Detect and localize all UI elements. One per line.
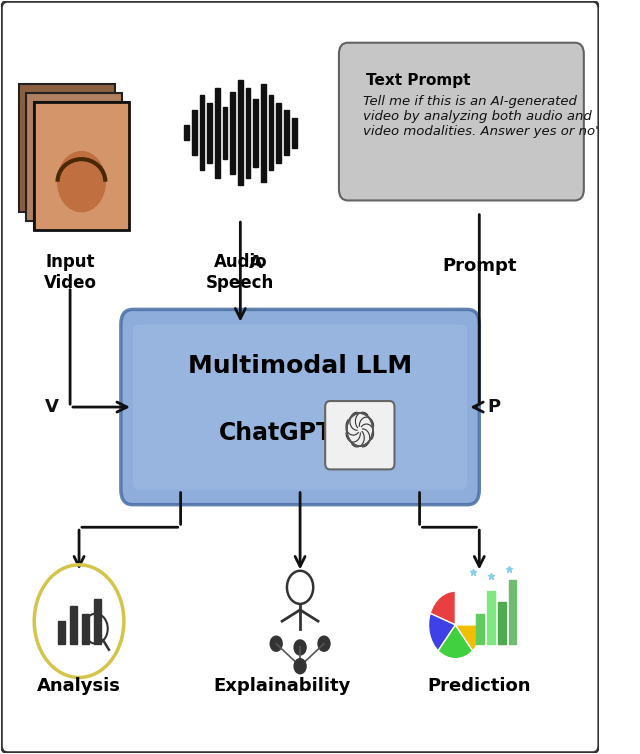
Wedge shape — [429, 613, 456, 651]
Bar — [487, 591, 495, 644]
FancyBboxPatch shape — [26, 93, 122, 221]
Text: P: P — [488, 398, 500, 416]
Bar — [70, 606, 77, 644]
Wedge shape — [438, 625, 473, 659]
Bar — [284, 110, 289, 155]
Bar — [253, 99, 258, 167]
Bar — [238, 80, 243, 185]
Text: Audio
Speech: Audio Speech — [206, 253, 275, 292]
FancyBboxPatch shape — [19, 84, 115, 212]
Text: Prompt: Prompt — [442, 257, 516, 274]
Text: Tell me if this is an AI-generated
video by analyzing both audio and
video modal: Tell me if this is an AI-generated video… — [363, 95, 598, 138]
Bar — [509, 580, 516, 644]
Bar — [200, 95, 204, 170]
Text: Analysis: Analysis — [37, 678, 121, 695]
Bar — [246, 87, 250, 178]
Circle shape — [270, 636, 282, 651]
Bar — [82, 614, 89, 644]
FancyBboxPatch shape — [133, 324, 467, 489]
Text: V: V — [45, 398, 59, 416]
Text: Explainability: Explainability — [214, 678, 351, 695]
Bar — [192, 110, 196, 155]
FancyBboxPatch shape — [121, 309, 479, 504]
Text: Prediction: Prediction — [428, 678, 531, 695]
Bar — [94, 599, 101, 644]
Bar — [223, 106, 227, 159]
FancyBboxPatch shape — [325, 401, 394, 470]
Bar — [269, 95, 273, 170]
Circle shape — [58, 152, 106, 212]
Circle shape — [294, 640, 306, 655]
Text: Input
Video: Input Video — [44, 253, 97, 292]
Circle shape — [294, 659, 306, 674]
Bar — [292, 118, 296, 148]
Text: A: A — [250, 254, 263, 272]
Bar — [498, 602, 506, 644]
Wedge shape — [430, 591, 456, 625]
Bar — [215, 87, 220, 178]
FancyBboxPatch shape — [1, 2, 599, 752]
Bar — [184, 125, 189, 140]
Wedge shape — [456, 625, 483, 651]
Text: ChatGPT: ChatGPT — [219, 421, 333, 446]
FancyBboxPatch shape — [34, 102, 129, 230]
Bar — [261, 84, 266, 182]
FancyBboxPatch shape — [339, 43, 584, 201]
Bar — [276, 103, 281, 163]
Text: Text Prompt: Text Prompt — [366, 72, 470, 87]
Text: Multimodal LLM: Multimodal LLM — [188, 354, 412, 378]
Bar — [476, 614, 484, 644]
Bar — [230, 91, 235, 174]
Bar — [58, 621, 65, 644]
Circle shape — [318, 636, 330, 651]
FancyBboxPatch shape — [34, 102, 129, 230]
Bar — [207, 103, 212, 163]
